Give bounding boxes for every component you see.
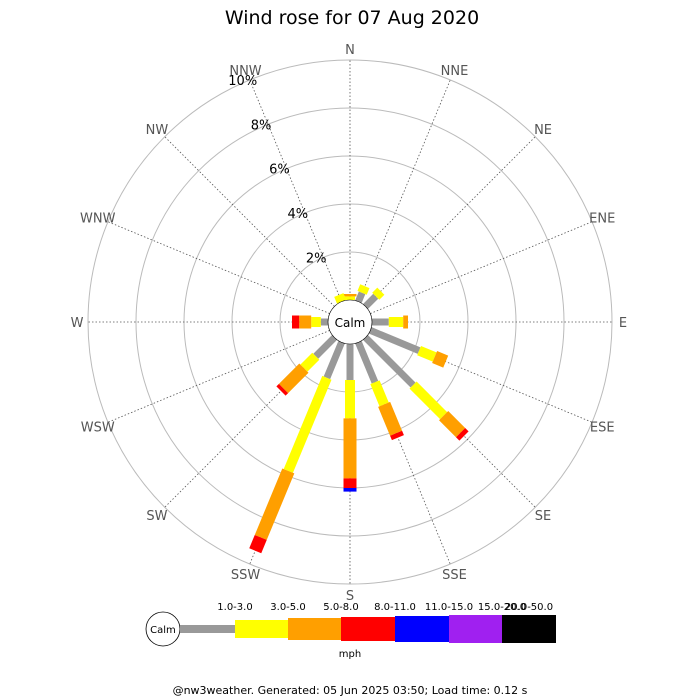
direction-label-sw: SW [146,509,167,524]
grid-ring-4 [135,107,565,537]
petal-se-bin-3 [455,427,469,441]
direction-label-e: E [619,316,627,331]
petal-sw-bin-2 [278,363,309,394]
grid-spoke-nnw [249,79,342,302]
direction-label-nw: NW [146,123,169,138]
legend-units: mph [339,649,361,660]
direction-label-wnw: WNW [80,212,116,227]
direction-label-ese: ESE [590,420,615,435]
legend-swatch-1 [235,620,288,638]
direction-label-ne: NE [534,123,552,138]
grid-spoke-nne [358,79,451,302]
direction-label-nnw: NNW [229,64,261,79]
petal-se-bin-0 [363,335,416,388]
legend-label-7: 20.0-50.0 [505,602,553,613]
legend-swatch-6 [502,615,556,643]
petal-sw-bin-0 [313,335,337,359]
grid-spoke-ene [370,221,593,314]
footer-text: @nw3weather. Generated: 05 Jun 2025 03:5… [173,684,528,697]
legend-label-6: 15.0-20.0 [478,602,526,613]
calm-circle: Calm [327,299,373,345]
legend-label-5: 11.0-15.0 [425,602,473,613]
petal-ese-bin-1 [417,346,437,362]
petal-ese-bin-0 [368,327,421,354]
grid-spoke-wsw [107,330,330,423]
ring-label-3: 6% [269,163,290,178]
petal-nne-bin-1 [357,284,370,295]
direction-label-s: S [346,589,354,604]
calm-ring [327,299,373,345]
petal-ssw-bin-1 [283,375,332,473]
ring-label-4: 8% [251,118,272,133]
petal-sw-bin-1 [300,352,320,372]
direction-label-sse: SSE [442,568,467,583]
petal-ssw [249,340,345,554]
petal-se-bin-1 [409,381,448,420]
legend-label-4: 8.0-11.0 [374,602,416,613]
direction-label-n: N [345,43,355,58]
legend-swatch-3 [341,617,395,641]
legend-label-1: 1.0-3.0 [217,602,252,613]
grid-ring-5 [87,59,613,585]
petal-ne-bin-1 [372,287,385,300]
legend-swatch-0 [180,625,235,633]
direction-label-wsw: WSW [81,420,115,435]
petal-sse-bin-3 [390,430,404,441]
petal-sw-bin-3 [276,383,289,396]
petal-ne [363,287,385,309]
petal-sw [276,335,337,396]
direction-label-ssw: SSW [231,568,261,583]
legend-swatch-4 [395,616,449,642]
petal-se-bin-2 [439,411,466,438]
petal-ese [368,327,449,368]
grid-spoke-nw [164,136,335,307]
speed-legend: Calm 1.0-3.0 3.0-5.0 5.0-8.0 8.0-11.0 11.0-15… [145,602,556,660]
ring-label-5: 10% [228,74,257,89]
wind-petals [249,284,469,554]
direction-label-w: W [71,316,84,331]
legend-label-2: 3.0-5.0 [270,602,305,613]
petal-ese-bin-2 [432,351,449,368]
legend-swatch-2 [288,618,341,640]
petal-ssw-bin-2 [254,468,295,540]
petal-sse [355,340,404,441]
ring-label-2: 4% [288,207,309,222]
direction-label-ene: ENE [589,212,615,227]
petal-sse-bin-2 [378,401,403,436]
petal-sse-bin-1 [370,380,389,407]
petal-ssw-bin-0 [323,340,345,380]
petal-ne-bin-0 [363,293,379,309]
petal-se [363,335,469,441]
petal-nnw-bin-1 [334,293,347,304]
legend-label-3: 5.0-8.0 [323,602,358,613]
direction-label-nne: NNE [441,64,469,79]
calm-label: Calm [335,316,366,330]
direction-label-se: SE [535,509,551,524]
petal-nne-bin-0 [355,291,366,304]
petal-ssw-bin-3 [249,534,267,554]
petal-sse-bin-0 [355,340,379,384]
ring-label-1: 2% [306,251,327,266]
legend-calm-label: Calm [150,625,176,636]
legend-swatch-5 [449,615,502,643]
petal-nnw [334,293,347,304]
petal-nne [355,284,370,304]
chart-title: Wind rose for 07 Aug 2020 [225,7,479,29]
grid-spoke-wnw [107,221,330,314]
grid-spoke-ne [365,136,536,307]
